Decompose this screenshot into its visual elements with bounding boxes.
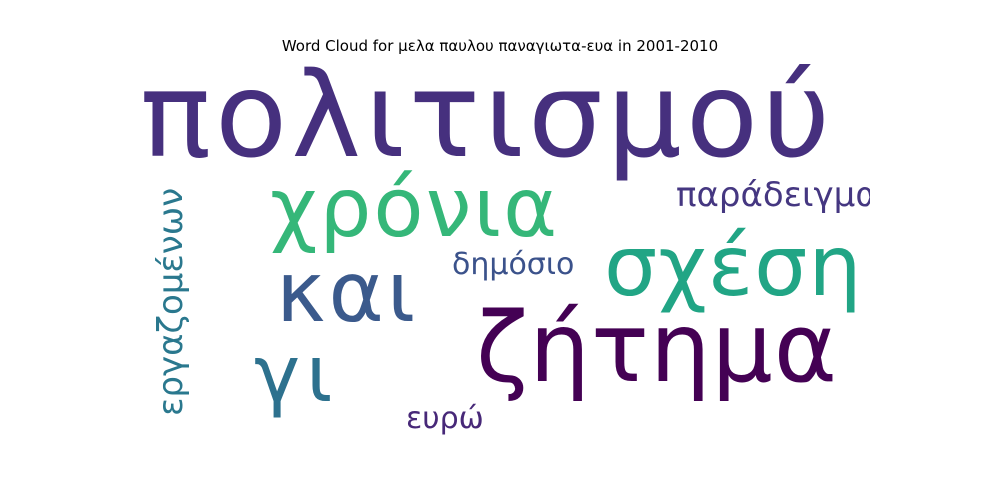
word-paradeigma: παράδειγμα <box>676 175 870 215</box>
word-dimosio: δημόσιο <box>452 247 575 282</box>
chart-title: Word Cloud for μελα παυλου παναγιωτα-ευα… <box>281 37 719 55</box>
word-evro: ευρώ <box>406 401 484 436</box>
word-gi: γι <box>254 330 339 420</box>
word-sxesi: σχέση <box>604 217 863 315</box>
word-cloud: πολιτισμού χρόνια σχέση ζήτημα και γι πα… <box>126 64 870 438</box>
word-politismou: πολιτισμού <box>140 64 835 184</box>
word-kai: και <box>276 243 419 341</box>
word-xronia: χρόνια <box>270 161 560 256</box>
word-zitima: ζήτημα <box>476 292 839 404</box>
word-ergazomenon: εργαζομένων <box>151 187 191 416</box>
